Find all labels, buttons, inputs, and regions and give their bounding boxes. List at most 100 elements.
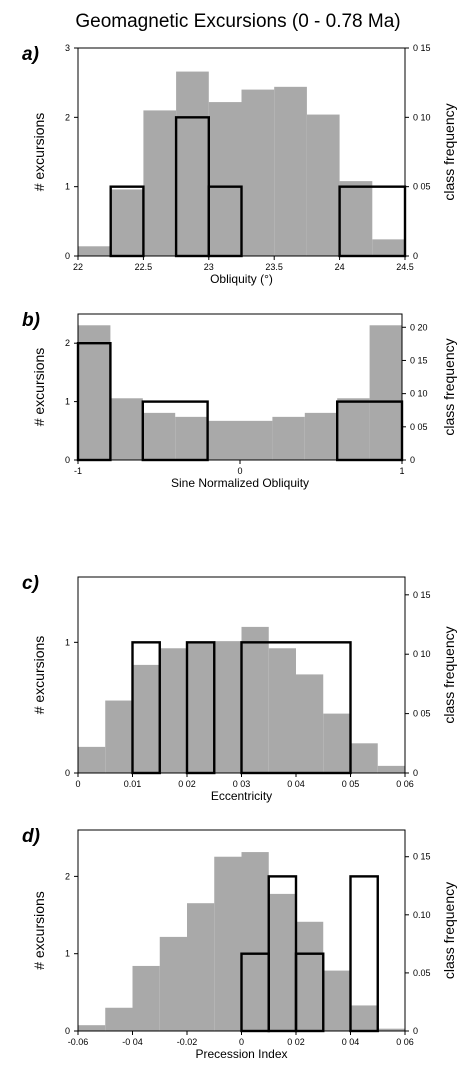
y-left-tick-label: 1 <box>65 637 70 647</box>
frequency-bar <box>296 921 324 1031</box>
x-axis-label: Precession Index <box>195 1047 287 1061</box>
panel-label: d) <box>22 826 40 847</box>
frequency-bar <box>110 398 143 460</box>
y-right-tick-label: 0 <box>410 455 415 465</box>
frequency-bar <box>187 643 215 773</box>
y-right-tick-label: 0 <box>413 251 418 261</box>
frequency-bar <box>159 936 187 1031</box>
x-tick-label: 0 <box>237 466 242 476</box>
y-left-tick-label: 2 <box>65 112 70 122</box>
x-tick-label: 24 <box>335 262 345 272</box>
x-tick-label: -0.02 <box>177 1037 198 1047</box>
y-axis-label-left: # excursions <box>31 636 47 715</box>
y-axis-label-left: # excursions <box>31 891 47 970</box>
y-right-tick-label: 0 05 <box>413 709 431 719</box>
y-right-tick-label: 0 <box>413 1026 418 1036</box>
x-tick-label: 0 06 <box>396 779 414 789</box>
frequency-bar <box>78 746 106 773</box>
panel-label: b) <box>22 310 40 331</box>
y-left-tick-label: 1 <box>65 182 70 192</box>
frequency-bar <box>159 648 187 773</box>
panel-label: c) <box>22 573 39 594</box>
y-right-tick-label: 0 15 <box>410 355 428 365</box>
frequency-bar <box>268 648 296 773</box>
frequency-bar <box>143 110 177 257</box>
x-tick-label: 0.01 <box>124 779 142 789</box>
x-tick-label: 0 03 <box>233 779 251 789</box>
chart-panel-d: -0.06 -0 04 -0.02 0 0 02 0 04 0 0601200.050.10… <box>22 826 457 1061</box>
frequency-bar <box>350 743 378 773</box>
y-axis-label-right: class frequency <box>441 626 457 723</box>
y-right-tick-label: 0.05 <box>413 968 431 978</box>
x-tick-label: 24.5 <box>396 262 414 272</box>
frequency-bar <box>105 700 133 773</box>
x-tick-label: 0 04 <box>342 1037 360 1047</box>
y-right-tick-label: 0 20 <box>410 322 428 332</box>
frequency-bar <box>337 398 370 460</box>
frequency-bar <box>142 412 176 460</box>
y-right-tick-label: 0 05 <box>413 182 431 192</box>
frequency-bar <box>241 89 275 256</box>
frequency-bar <box>214 641 242 773</box>
y-left-tick-label: 2 <box>65 338 70 348</box>
frequency-bar <box>78 246 111 256</box>
x-tick-label: 1 <box>399 466 404 476</box>
y-right-tick-label: 0 10 <box>413 112 431 122</box>
x-tick-label: 22 <box>73 262 83 272</box>
x-tick-label: -1 <box>74 466 82 476</box>
frequency-bar <box>377 1028 405 1031</box>
y-left-tick-label: 3 <box>65 43 70 53</box>
plot-frame <box>77 47 406 257</box>
frequency-bar <box>187 903 215 1031</box>
y-axis-label-left: # excursions <box>31 348 47 427</box>
frequency-bar <box>323 713 351 773</box>
y-right-tick-label: 0 10 <box>413 649 431 659</box>
x-tick-label: 23.5 <box>265 262 283 272</box>
y-left-tick-label: 0 <box>65 1026 70 1036</box>
x-tick-label: 23 <box>204 262 214 272</box>
y-axis-label-right: class frequency <box>441 882 457 979</box>
x-tick-label: 0 05 <box>342 779 360 789</box>
frequency-bar <box>241 626 269 773</box>
x-tick-label: 22.5 <box>135 262 153 272</box>
frequency-bar <box>78 1025 106 1031</box>
y-left-tick-label: 1 <box>65 949 70 959</box>
y-left-tick-label: 0 <box>65 455 70 465</box>
x-tick-label: -0 04 <box>122 1037 143 1047</box>
x-axis-label: Eccentricity <box>211 789 272 803</box>
y-right-tick-label: 0 10 <box>410 389 428 399</box>
x-tick-label: 0 02 <box>287 1037 305 1047</box>
frequency-bar <box>214 856 242 1031</box>
x-tick-label: 0 <box>75 779 80 789</box>
y-axis-label-right: class frequency <box>441 103 457 200</box>
frequency-bar <box>240 420 273 460</box>
y-left-tick-label: 2 <box>65 871 70 881</box>
y-left-tick-label: 0 <box>65 768 70 778</box>
frequency-bar <box>241 852 269 1031</box>
frequency-bar <box>339 181 373 256</box>
frequency-bar <box>296 674 324 773</box>
figure-title: Geomagnetic Excursions (0 - 0.78 Ma) <box>75 11 400 32</box>
y-right-tick-label: 0 15 <box>413 43 431 53</box>
panel-label: a) <box>22 44 39 65</box>
y-right-tick-label: 0 15 <box>413 852 431 862</box>
x-tick-label: 0 02 <box>178 779 196 789</box>
frequency-bar <box>350 1005 378 1031</box>
x-tick-label: -0.06 <box>68 1037 89 1047</box>
y-right-tick-label: 0 <box>413 768 418 778</box>
frequency-bar <box>372 239 405 256</box>
x-axis-label: Sine Normalized Obliquity <box>171 476 309 490</box>
frequency-bar <box>207 420 240 460</box>
x-tick-label: 0 06 <box>396 1037 414 1047</box>
x-tick-label: 0 04 <box>287 779 305 789</box>
frequency-bar <box>268 893 296 1031</box>
frequency-bar <box>306 114 340 256</box>
frequency-bar <box>110 189 144 256</box>
y-right-tick-label: 0 15 <box>413 590 431 600</box>
frequency-bar <box>105 1007 133 1031</box>
frequency-bar <box>377 765 405 773</box>
